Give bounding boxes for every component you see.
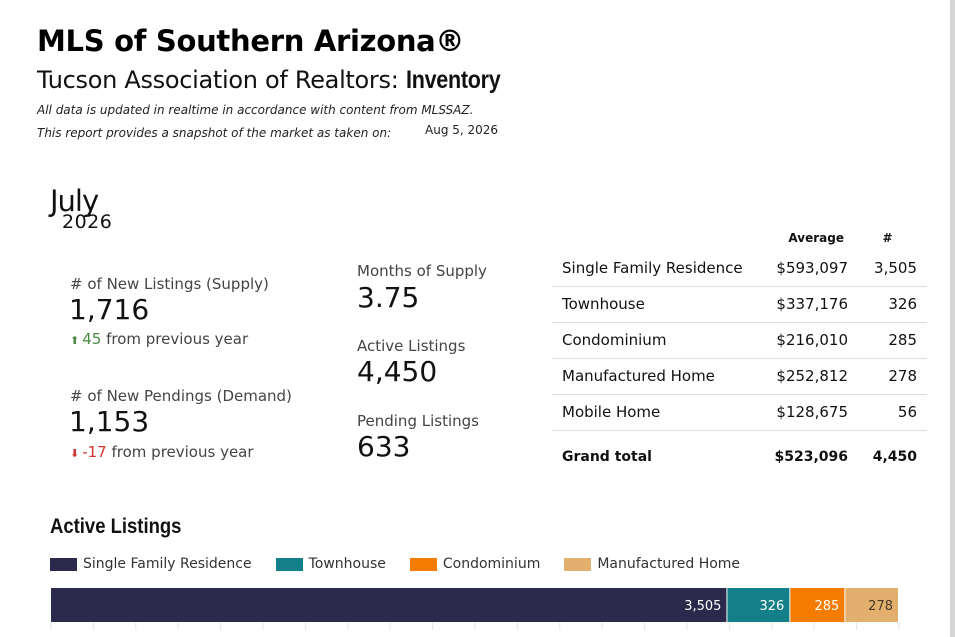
new-pendings-label: # of New Pendings (Demand) xyxy=(70,387,292,405)
subtitle-bold: Inventory xyxy=(405,66,501,94)
new-pendings-delta-value: -17 xyxy=(82,443,107,461)
report-title: MLS of Southern Arizona® xyxy=(37,24,465,58)
report-subtitle: Tucson Association of Realtors: Inventor… xyxy=(37,66,516,95)
total-count: 4,450 xyxy=(872,449,917,466)
total-type: Grand total xyxy=(562,449,652,466)
bar-value-label: 278 xyxy=(868,599,893,614)
row-type: Condominium xyxy=(552,322,772,359)
total-average: $523,096 xyxy=(774,449,848,466)
row-type: Single Family Residence xyxy=(552,250,772,287)
new-listings-delta-value: 45 xyxy=(82,330,102,348)
legend-item: Condominium xyxy=(409,556,541,572)
bar-segment xyxy=(727,588,790,622)
table-row: Single Family Residence $593,097 3,505 xyxy=(552,250,927,287)
row-count: 326 xyxy=(848,286,927,323)
table-row: Manufactured Home $252,812 278 xyxy=(552,358,927,395)
bar-segment xyxy=(845,588,898,622)
legend-item: Townhouse xyxy=(275,556,386,572)
legend-label: Condominium xyxy=(442,556,541,572)
row-type: Mobile Home xyxy=(552,394,772,431)
legend-swatch xyxy=(564,557,592,571)
table-row: Condominium $216,010 285 xyxy=(552,322,927,359)
bar-segment xyxy=(51,588,727,622)
legend-swatch xyxy=(409,557,437,571)
table-total-row: Grand total $523,096 4,450 xyxy=(552,430,927,484)
bar-segment xyxy=(790,588,845,622)
row-average: $337,176 xyxy=(772,286,848,323)
pending-listings-label: Pending Listings xyxy=(357,412,479,430)
row-average: $593,097 xyxy=(772,250,848,287)
new-pendings-delta: ⬇ -17 from previous year xyxy=(70,443,254,461)
legend-label: Manufactured Home xyxy=(597,556,741,572)
chart-legend: Single Family Residence Townhouse Condom… xyxy=(50,556,764,572)
new-listings-delta: ⬆ 45 from previous year xyxy=(70,330,248,348)
subtitle-prefix: Tucson Association of Realtors: xyxy=(37,66,406,94)
new-pendings-value: 1,153 xyxy=(69,405,150,438)
new-listings-label: # of New Listings (Supply) xyxy=(70,275,269,293)
row-average: $252,812 xyxy=(772,358,848,395)
bar-value-label: 3,505 xyxy=(684,599,721,614)
snapshot-date: Aug 5, 2026 xyxy=(425,123,499,137)
table-row: Townhouse $337,176 326 xyxy=(552,286,927,323)
new-pendings-delta-suffix: from previous year xyxy=(111,443,254,461)
legend-item: Manufactured Home xyxy=(564,556,740,572)
right-edge-border xyxy=(950,0,955,637)
snapshot-note: This report provides a snapshot of the m… xyxy=(37,126,392,140)
arrow-down-icon: ⬇ xyxy=(70,447,80,460)
pending-listings-value: 633 xyxy=(357,430,411,463)
period-month: July xyxy=(50,184,99,218)
period-year: 2026 xyxy=(62,211,113,233)
row-count: 56 xyxy=(848,394,927,431)
bar-value-label: 285 xyxy=(815,599,840,614)
legend-swatch xyxy=(50,557,77,571)
table-row: Mobile Home $128,675 56 xyxy=(552,394,927,431)
new-listings-value: 1,716 xyxy=(69,293,150,326)
update-note: All data is updated in realtime in accor… xyxy=(37,103,474,117)
inventory-table: Average # Single Family Residence $593,0… xyxy=(552,226,927,484)
row-count: 278 xyxy=(848,358,927,395)
row-type: Manufactured Home xyxy=(552,358,772,395)
table-header-count: # xyxy=(882,231,893,245)
row-count: 285 xyxy=(848,322,927,359)
table-header-average: Average xyxy=(788,231,844,245)
bar-value-label: 326 xyxy=(760,599,785,614)
active-listings-value: 4,450 xyxy=(357,355,438,388)
table-header-row: Average # xyxy=(552,226,927,250)
active-listings-label: Active Listings xyxy=(357,337,466,355)
legend-swatch xyxy=(275,557,303,571)
new-listings-delta-suffix: from previous year xyxy=(106,330,249,348)
table-header-type xyxy=(552,226,772,250)
row-count: 3,505 xyxy=(848,250,927,287)
legend-item: Single Family Residence xyxy=(50,556,252,572)
row-type: Townhouse xyxy=(552,286,772,323)
chart-title: Active Listings xyxy=(50,515,182,538)
months-supply-label: Months of Supply xyxy=(357,262,487,280)
legend-label: Single Family Residence xyxy=(83,556,252,572)
arrow-up-icon: ⬆ xyxy=(70,334,80,347)
legend-label: Townhouse xyxy=(308,556,386,572)
row-average: $128,675 xyxy=(772,394,848,431)
row-average: $216,010 xyxy=(772,322,848,359)
stacked-bar-chart: 3,505 326 285 278 xyxy=(50,588,900,630)
months-supply-value: 3.75 xyxy=(357,281,420,314)
